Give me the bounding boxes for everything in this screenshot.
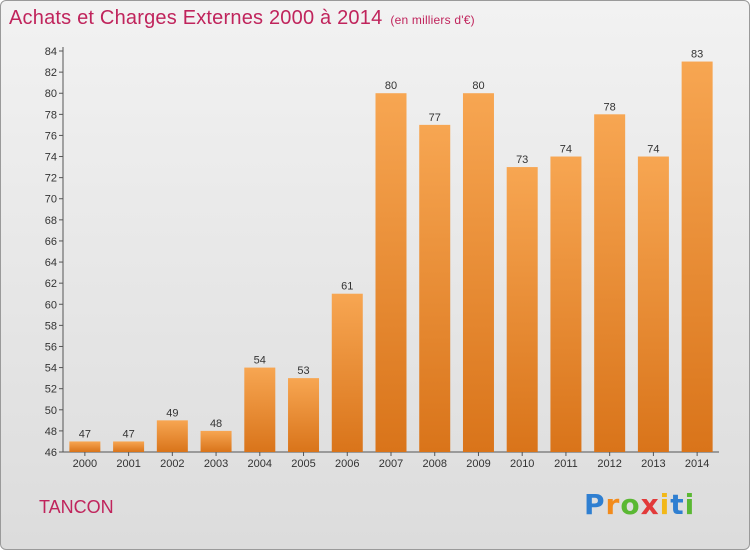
y-tick-label: 50 [45,405,57,417]
y-tick-label: 66 [45,236,57,248]
x-tick-label-2011: 2011 [554,458,578,470]
value-label-2011: 74 [560,144,572,156]
y-tick-label: 54 [45,363,57,375]
x-tick-label-2008: 2008 [422,458,446,470]
y-tick-label: 84 [45,46,57,58]
y-tick-label: 60 [45,299,57,311]
value-label-2010: 73 [516,154,528,166]
y-tick-label: 74 [45,152,57,164]
x-tick-label-2014: 2014 [685,458,709,470]
chart-title: Achats et Charges Externes 2000 à 2014 (e… [9,7,475,30]
y-tick-label: 62 [45,278,57,290]
x-tick-label-2002: 2002 [160,458,184,470]
y-tick-label: 56 [45,341,57,353]
y-tick-label: 72 [45,173,57,185]
bar-2014 [681,61,713,452]
y-tick-label: 58 [45,320,57,332]
x-tick-label-2012: 2012 [597,458,621,470]
x-tick-label-2007: 2007 [379,458,403,470]
x-tick-label-2004: 2004 [248,458,272,470]
y-tick-label: 76 [45,130,57,142]
value-label-2003: 48 [210,418,222,430]
bar-2001 [113,441,145,452]
bar-2009 [462,93,494,453]
bar-2012 [594,114,626,452]
y-tick-label: 52 [45,384,57,396]
value-label-2006: 61 [341,281,353,293]
x-tick-label-2009: 2009 [466,458,490,470]
value-label-2008: 77 [429,112,441,124]
y-tick-label: 70 [45,194,57,206]
value-label-2007: 80 [385,80,397,92]
value-label-2004: 54 [254,355,266,367]
x-tick-label-2005: 2005 [291,458,315,470]
bar-2011 [550,156,582,453]
x-tick-label-2013: 2013 [641,458,665,470]
value-label-2013: 74 [647,144,659,156]
value-label-2009: 80 [472,80,484,92]
title-text: Achats et Charges Externes 2000 à 2014 [9,7,383,29]
value-label-2000: 47 [79,428,91,440]
value-label-2002: 49 [166,407,178,419]
bar-2002 [156,420,188,452]
bar-2000 [69,441,101,452]
bar-2013 [637,156,669,453]
chart-bars: 47 47 49 48 54 53 61 80 77 80 73 74 78 74 83 [69,49,713,453]
value-label-2001: 47 [122,428,134,440]
x-tick-label-2001: 2001 [116,458,140,470]
x-tick-label-2003: 2003 [204,458,228,470]
x-tick-label-2000: 2000 [73,458,97,470]
y-tick-label: 82 [45,67,57,79]
bar-2003 [200,430,232,452]
y-tick-label: 64 [45,257,57,269]
bar-2007 [375,93,407,453]
y-tick-label: 80 [45,88,57,100]
value-label-2012: 78 [604,101,616,113]
y-tick-label: 48 [45,426,57,438]
bar-2010 [506,167,538,452]
commune-name: TANCON [39,497,114,517]
y-tick-label: 78 [45,109,57,121]
x-tick-label-2006: 2006 [335,458,359,470]
bar-2008 [419,124,451,453]
y-tick-label: 68 [45,215,57,227]
value-label-2005: 53 [297,365,309,377]
x-tick-label-2010: 2010 [510,458,534,470]
bar-2006 [331,293,363,452]
y-tick-label: 46 [45,447,57,459]
bar-2005 [288,378,320,452]
proxiti-logo[interactable]: Proxiti [584,488,696,521]
chart-subtitle: (en milliers d'€) [390,13,475,27]
bar-2004 [244,367,276,452]
value-label-2014: 83 [691,49,703,61]
